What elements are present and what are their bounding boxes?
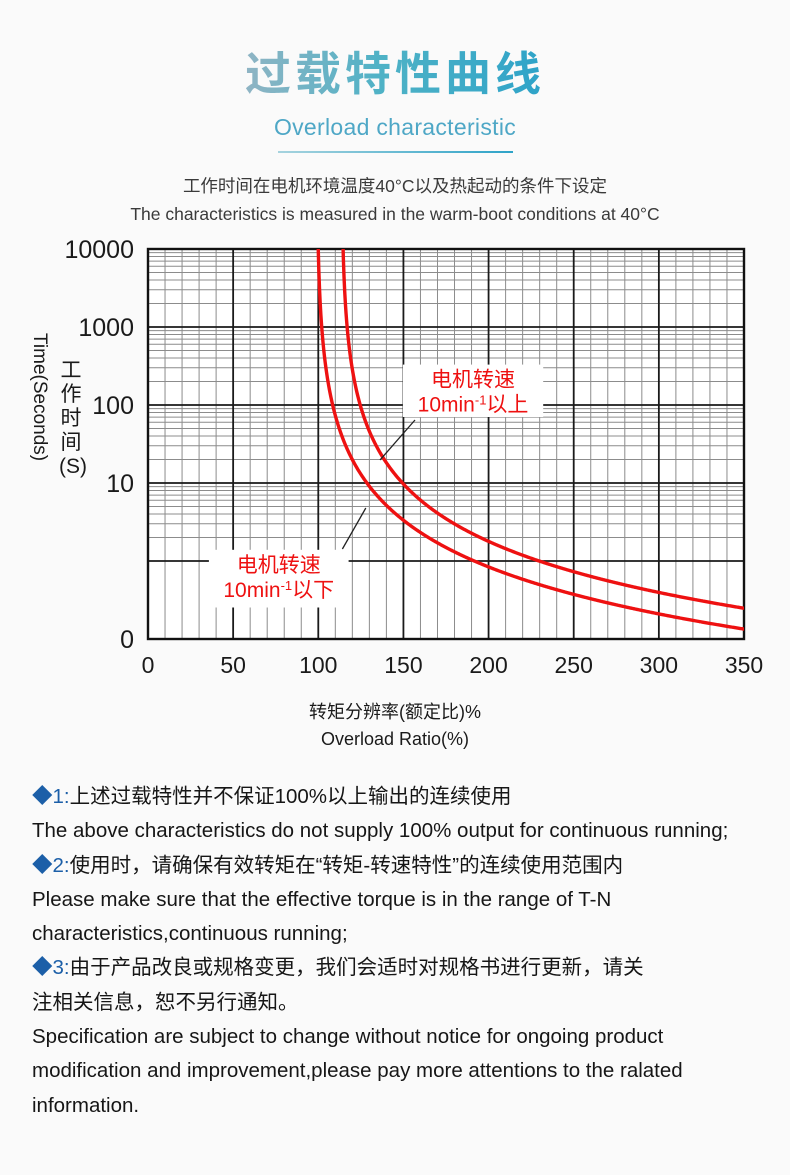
svg-text:0: 0 bbox=[142, 652, 155, 678]
svg-text:50: 50 bbox=[220, 652, 246, 678]
svg-text:350: 350 bbox=[725, 652, 763, 678]
svg-text:250: 250 bbox=[555, 652, 593, 678]
svg-text:300: 300 bbox=[640, 652, 678, 678]
svg-text:10min-1以下: 10min-1以下 bbox=[223, 577, 334, 602]
svg-text:10000: 10000 bbox=[64, 236, 134, 264]
svg-text:10min-1以上: 10min-1以上 bbox=[418, 392, 529, 417]
svg-text:0: 0 bbox=[120, 626, 134, 654]
svg-text:100: 100 bbox=[299, 652, 337, 678]
svg-text:1000: 1000 bbox=[78, 314, 134, 342]
svg-text:200: 200 bbox=[469, 652, 507, 678]
svg-text:电机转速: 电机转速 bbox=[431, 369, 515, 392]
svg-text:100: 100 bbox=[92, 392, 134, 420]
svg-text:10: 10 bbox=[106, 470, 134, 498]
svg-text:电机转速: 电机转速 bbox=[237, 554, 321, 577]
svg-text:150: 150 bbox=[384, 652, 422, 678]
